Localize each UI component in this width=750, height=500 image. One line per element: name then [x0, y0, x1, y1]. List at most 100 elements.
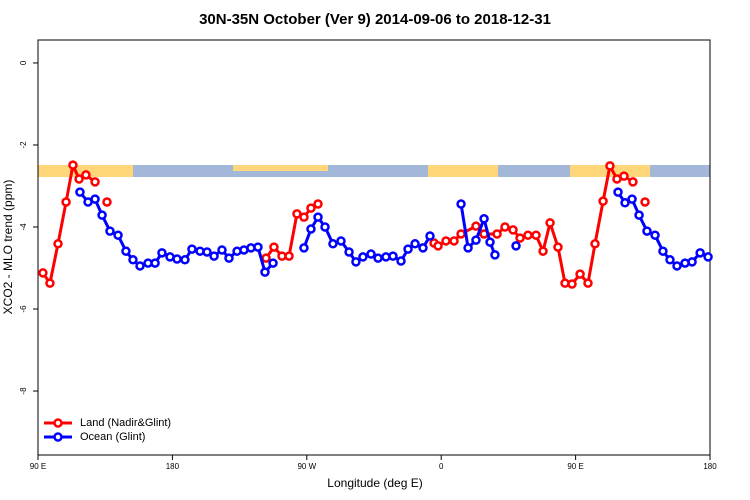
data-point [157, 248, 167, 258]
data-point [492, 229, 502, 239]
data-point [658, 246, 668, 256]
data-point [217, 245, 227, 255]
data-point [441, 236, 451, 246]
data-point [268, 258, 278, 268]
data-point [640, 197, 650, 207]
series-line [41, 160, 96, 287]
data-point [113, 230, 123, 240]
land-band [233, 165, 328, 171]
data-point [634, 210, 644, 220]
data-point [456, 199, 466, 209]
data-point [45, 278, 55, 288]
data-point [260, 267, 270, 277]
y-tick-label: 0 [19, 60, 28, 65]
data-point [284, 251, 294, 261]
data-point [403, 244, 413, 254]
data-point [567, 279, 577, 289]
data-point [485, 237, 495, 247]
data-point [373, 253, 383, 263]
data-point [38, 268, 48, 278]
data-point [320, 222, 330, 232]
data-point [553, 242, 563, 252]
data-point [53, 239, 63, 249]
data-point [425, 231, 435, 241]
data-point [328, 239, 338, 249]
data-point [90, 177, 100, 187]
data-point [463, 243, 473, 253]
data-point [313, 212, 323, 222]
data-point [396, 256, 406, 266]
data-point [418, 243, 428, 253]
chart-title: 30N-35N October (Ver 9) 2014-09-06 to 20… [199, 11, 551, 28]
data-point [500, 222, 510, 232]
data-point [292, 209, 302, 219]
data-point [672, 261, 682, 271]
data-point [703, 252, 713, 262]
data-point [449, 236, 459, 246]
data-point [433, 241, 443, 251]
data-point [456, 229, 466, 239]
data-point [687, 257, 697, 267]
data-point [410, 239, 420, 249]
data-point [351, 257, 361, 267]
data-point [471, 235, 481, 245]
data-point [269, 242, 279, 252]
data-point [619, 171, 629, 181]
plot-frame [37, 39, 711, 456]
y-tick-label: -8 [19, 387, 28, 395]
data-point [344, 247, 354, 257]
data-point [81, 170, 91, 180]
data-point [620, 198, 630, 208]
data-point [224, 253, 234, 263]
data-point [209, 251, 219, 261]
ocean-band [38, 165, 710, 177]
land-band [428, 165, 498, 177]
legend-marker [53, 432, 63, 442]
data-point [665, 255, 675, 265]
data-point [627, 194, 637, 204]
data-point [202, 247, 212, 257]
y-tick-label: -6 [19, 305, 28, 313]
data-point [128, 255, 138, 265]
legend-label: Ocean (Glint) [80, 431, 145, 443]
x-tick-label: 180 [166, 462, 180, 471]
data-point [299, 243, 309, 253]
data-point [523, 230, 533, 240]
data-point [97, 210, 107, 220]
data-point [102, 197, 112, 207]
data-point [299, 212, 309, 222]
data-point [490, 250, 500, 260]
data-point [388, 251, 398, 261]
x-tick-label: 90 E [567, 462, 583, 471]
x-tick-label: 90 W [297, 462, 316, 471]
legend-marker [53, 418, 63, 428]
data-point [598, 196, 608, 206]
y-axis-label: XCO2 - MLO trend (ppm) [1, 180, 15, 315]
data-point [187, 244, 197, 254]
data-point [590, 239, 600, 249]
data-point [61, 197, 71, 207]
data-point [366, 249, 376, 259]
data-point [545, 218, 555, 228]
data-point [508, 225, 518, 235]
x-tick-label: 180 [703, 462, 717, 471]
data-point [538, 246, 548, 256]
data-point [150, 258, 160, 268]
data-point [358, 252, 368, 262]
legend-label: Land (Nadir&Glint) [80, 417, 171, 429]
data-point [135, 261, 145, 271]
data-point [531, 230, 541, 240]
data-point [74, 174, 84, 184]
y-tick-label: -2 [19, 141, 28, 149]
x-axis-label: Longitude (deg E) [327, 476, 422, 490]
data-point [121, 246, 131, 256]
data-point [105, 226, 115, 236]
data-point [575, 269, 585, 279]
data-point [75, 187, 85, 197]
data-point [180, 255, 190, 265]
data-point [479, 214, 489, 224]
x-tick-label: 0 [439, 462, 444, 471]
data-point [515, 233, 525, 243]
data-point [306, 224, 316, 234]
